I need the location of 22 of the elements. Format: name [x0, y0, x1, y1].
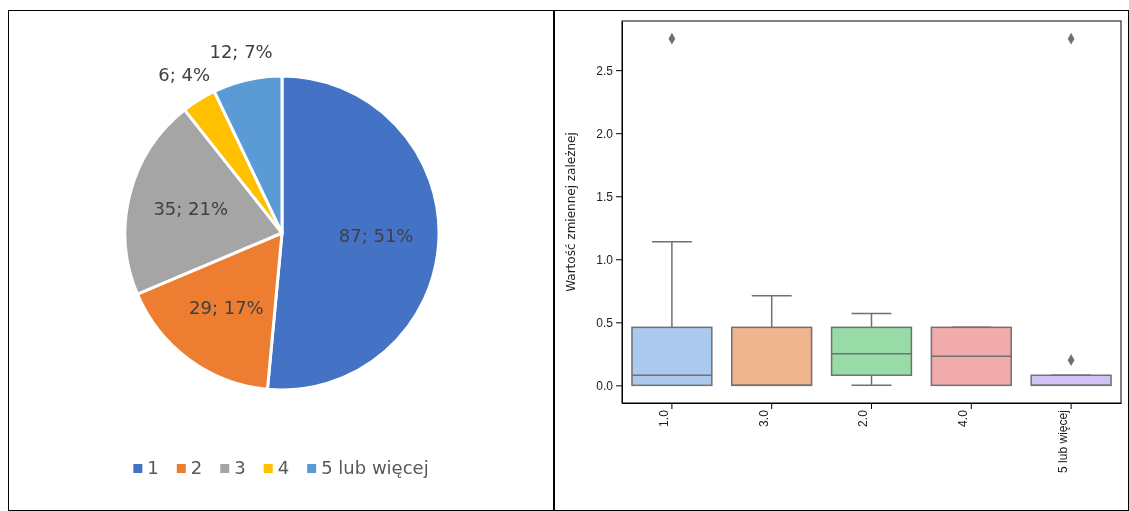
legend-label: 5 lub więcej — [321, 457, 429, 478]
data-label: 35; 21% — [153, 197, 229, 219]
y-tick-label: 2.0 — [596, 126, 614, 141]
y-tick-label: 0.0 — [596, 378, 614, 393]
legend-label: 2 — [190, 457, 203, 478]
y-axis-title: Wartość zmiennej zależnej — [564, 132, 578, 292]
data-label: 6; 4% — [158, 64, 210, 86]
data-label: 87; 51% — [338, 225, 414, 247]
x-tick-label: 1.0 — [656, 409, 671, 427]
legend-label: 3 — [234, 457, 246, 478]
y-tick-label: 1.0 — [596, 252, 614, 267]
x-tick-label: 4.0 — [956, 409, 971, 427]
x-tick-label: 5 lub więcej — [1055, 410, 1070, 473]
data-label: 12; 7% — [209, 40, 273, 62]
data-label: 29; 17% — [189, 297, 264, 318]
y-tick-label: 0.5 — [596, 315, 614, 330]
legend-label: 4 — [277, 457, 290, 478]
legend-label: 1 — [147, 457, 159, 478]
x-tick-label: 3.0 — [756, 409, 771, 427]
y-tick-label: 2.5 — [596, 63, 614, 78]
y-tick-label: 1.5 — [596, 189, 614, 204]
x-tick-label: 2.0 — [856, 409, 871, 427]
